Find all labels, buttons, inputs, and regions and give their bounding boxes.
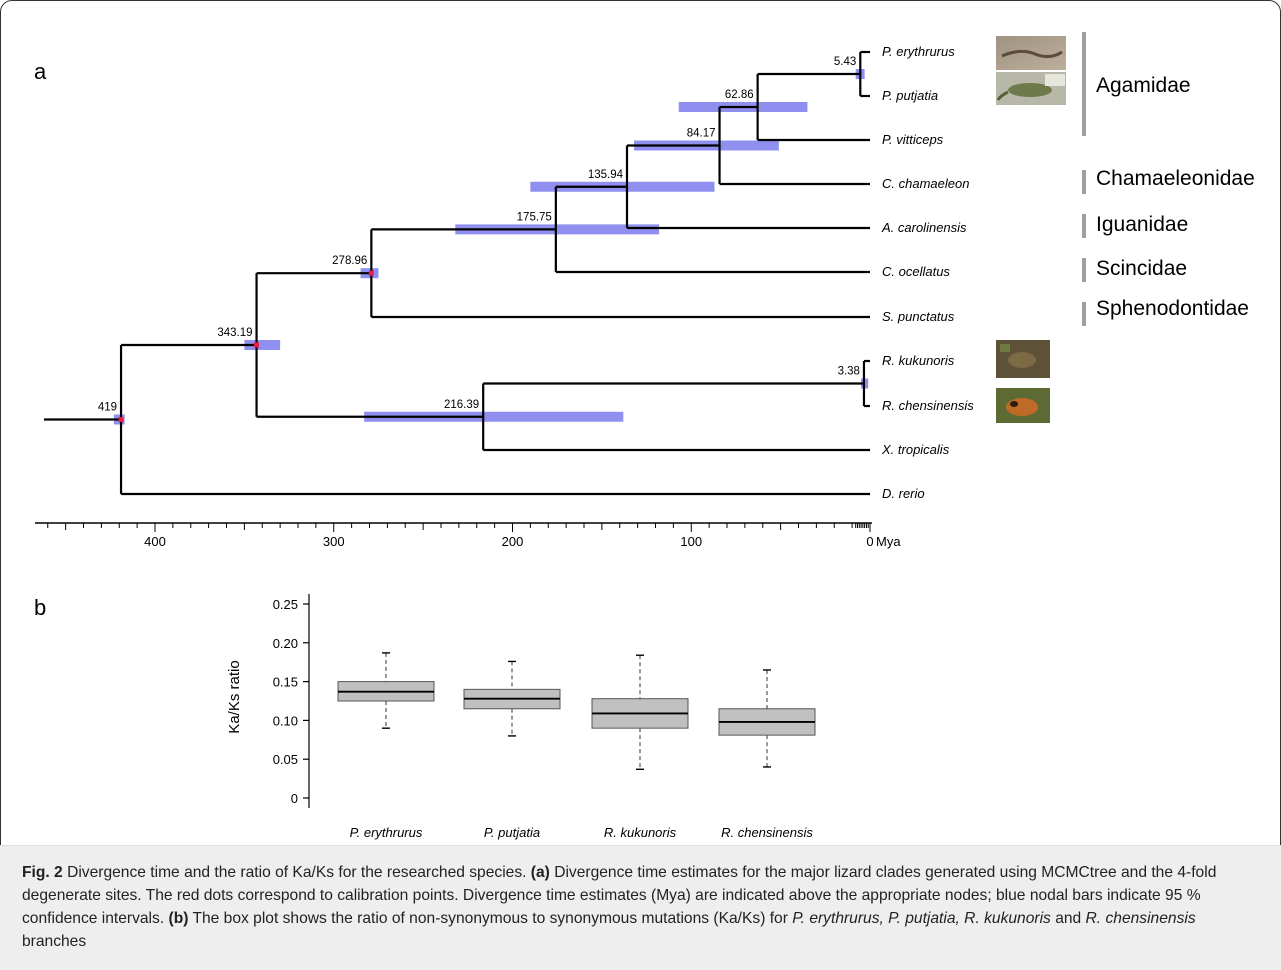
species-label-pvi: P. vitticeps [882, 132, 944, 147]
caption-text-3: The box plot shows the ratio of non-syno… [188, 910, 793, 927]
chamaeleonidae-bar [1082, 170, 1086, 194]
family-scincidae: Scincidae [1096, 257, 1187, 280]
caption-species-2: R. chensinensis [1085, 910, 1196, 927]
ci-bar-n9 [364, 411, 624, 422]
sphenodontidae-bar [1082, 302, 1086, 326]
axis-unit-label: Mya [876, 534, 901, 549]
family-sphenodontidae: Sphenodontidae [1096, 297, 1249, 320]
box-category-label-0: P. erythrurus [350, 825, 423, 840]
box-y-tick-label: 0.10 [273, 713, 298, 728]
box-category-label-2: R. kukunoris [604, 825, 677, 840]
caption-text-1: Divergence time and the ratio of Ka/Ks f… [62, 864, 531, 881]
panel-a-letter: a [34, 59, 47, 84]
node-label-n4: 135.94 [588, 169, 624, 181]
caption-text-2: Divergence time estimates for the major … [22, 864, 1217, 927]
species-label-aca: A. carolinensis [881, 220, 967, 235]
species-label-cch: C. chamaeleon [882, 176, 969, 191]
family-chamaeleonidae: Chamaeleonidae [1096, 167, 1255, 190]
node-label-n1: 5.43 [834, 56, 856, 68]
photo-r-kukunoris [996, 340, 1050, 378]
box-y-axis-label: Ka/Ks ratio [226, 660, 243, 733]
calibration-dot-n6 [368, 270, 374, 276]
node-label-n6: 278.96 [332, 255, 367, 267]
node-label-n9: 216.39 [444, 399, 479, 411]
tree-branches [44, 50, 870, 496]
iguanidae-bar [1082, 214, 1086, 238]
node-label-n3: 84.17 [687, 128, 716, 140]
caption-a-tag: (a) [530, 864, 550, 881]
node-label-n2: 62.86 [725, 89, 754, 101]
box-y-tick-label: 0.15 [273, 675, 298, 690]
box-y-tick-label: 0.05 [273, 752, 298, 767]
ci-bar-n7 [244, 339, 281, 350]
box-plot [337, 652, 816, 770]
time-axis: 400 300 200 100 0 Mya [35, 522, 901, 549]
axis-tick-label: 200 [502, 534, 524, 549]
species-label-dre: D. rerio [882, 486, 925, 501]
axis-tick-label: 0 [866, 534, 873, 549]
photo-p-erythrurus [996, 36, 1066, 70]
box-1 [463, 660, 561, 737]
calibration-dot-n10 [118, 416, 124, 422]
family-iguanidae: Iguanidae [1096, 213, 1188, 236]
box-y-tick-label: 0.20 [273, 636, 298, 651]
calibration-dot-n7 [254, 342, 260, 348]
box-2 [591, 654, 689, 770]
box-3 [718, 669, 816, 768]
node-label-n10: 419 [98, 401, 117, 413]
caption-species-1: P. erythrurus, P. putjatia, R. kukunoris [792, 910, 1051, 927]
species-label-coc: C. ocellatus [882, 264, 950, 279]
ci-bar-n5 [455, 224, 660, 235]
node-label-n5: 175.75 [517, 211, 552, 223]
node-label-n8: 3.38 [838, 366, 860, 378]
caption-text-5: branches [22, 933, 87, 950]
scincidae-bar [1082, 258, 1086, 282]
box-y-tick-label: 0 [291, 791, 298, 806]
caption-text-4: and [1050, 910, 1086, 927]
family-agamidae: Agamidae [1096, 74, 1191, 97]
box-0 [337, 652, 435, 729]
ci-bars [113, 69, 869, 425]
species-labels: P. erythrurus P. putjatia P. vitticeps C. c… [881, 44, 974, 501]
species-label-rch: R. chensinensis [882, 398, 974, 413]
box-y-tick-label: 0.25 [273, 597, 298, 612]
species-label-rku: R. kukunoris [882, 353, 955, 368]
photo-p-putjatia [996, 72, 1066, 105]
species-label-xtr: X. tropicalis [881, 442, 950, 457]
calibration-dots [118, 270, 374, 422]
caption-fig-label: Fig. 2 [22, 864, 63, 881]
species-label-ppu: P. putjatia [882, 88, 938, 103]
species-label-spu: S. punctatus [882, 309, 955, 324]
figure-canvas: a 5.43 62.86 84.17 135.94 175.75 278.96 343.19… [34, 32, 1255, 840]
axis-tick-label: 300 [323, 534, 345, 549]
axis-tick-label: 100 [680, 534, 702, 549]
axis-tick-label: 400 [144, 534, 166, 549]
figure-caption: Fig. 2 Divergence time and the ratio of … [22, 861, 1262, 953]
caption-b-tag: (b) [168, 910, 189, 927]
box-category-label-1: P. putjatia [484, 825, 540, 840]
agamidae-bar [1082, 32, 1086, 136]
node-label-n7: 343.19 [217, 327, 252, 339]
caption-background [0, 845, 1281, 970]
species-label-per: P. erythrurus [882, 44, 955, 59]
box-categories: P. erythrurus P. putjatia R. kukunoris R. c… [350, 825, 814, 840]
box-category-label-3: R. chensinensis [721, 825, 813, 840]
node-age-labels: 5.43 62.86 84.17 135.94 175.75 278.96 343.19 3.… [98, 56, 860, 413]
photo-r-chensinensis [996, 388, 1050, 423]
panel-b-letter: b [34, 595, 46, 620]
box-y-axis: 0 0.05 0.10 0.15 0.20 0.25 [273, 594, 310, 808]
